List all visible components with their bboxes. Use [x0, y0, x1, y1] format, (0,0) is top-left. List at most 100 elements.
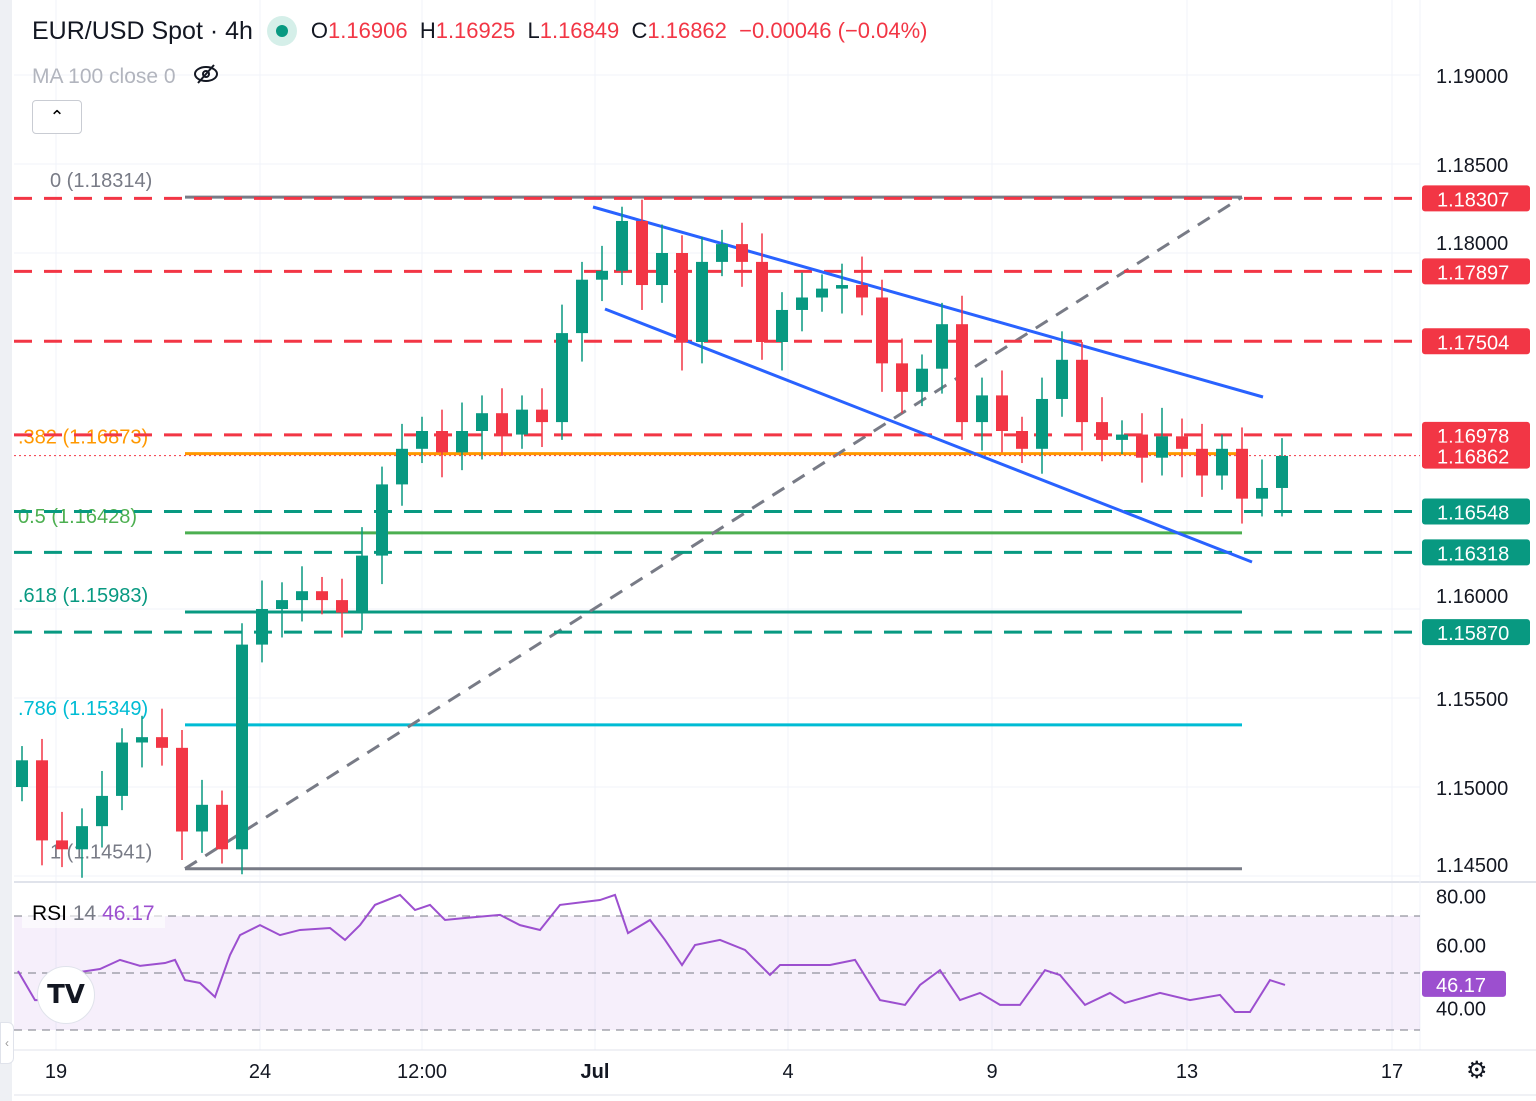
candle-up — [976, 395, 988, 423]
candle-up — [456, 431, 468, 453]
symbol-title[interactable]: EUR/USD Spot · 4h — [32, 16, 253, 45]
candle-up — [376, 484, 388, 556]
axes: 80.00 60.00 40.0046.17 1.19000 1.18500 1.1800… — [14, 66, 1536, 1096]
price-tag — [1422, 185, 1530, 212]
candle-up — [776, 309, 788, 342]
candle-down — [636, 220, 648, 286]
rsi-axis-tick: 40.00 — [1436, 999, 1486, 1021]
ohlc-values: O1.16906 H1.16925 L1.16849 C1.16862 −0.0… — [310, 18, 928, 43]
candle-up — [716, 244, 728, 262]
candle-up — [936, 324, 948, 369]
price-axis-tick: 1.15500 — [1436, 689, 1508, 711]
price-axis-tick: 1.18000 — [1436, 233, 1508, 255]
candle-down — [176, 747, 188, 832]
candle-down — [876, 297, 888, 364]
candle-down — [56, 840, 68, 850]
candle-up — [1116, 434, 1128, 440]
candle-up — [96, 795, 108, 827]
candle-down — [756, 261, 768, 342]
left-toolbar-edge — [0, 0, 12, 1101]
candle-up — [1256, 487, 1268, 499]
candle-down — [1176, 436, 1188, 449]
candle-down — [1016, 431, 1028, 449]
price-tag-label: 1.16862 — [1437, 447, 1509, 469]
candle-up — [256, 609, 268, 645]
channel-upper-line — [592, 205, 1264, 399]
candle-up — [416, 431, 428, 449]
candle-up — [396, 448, 408, 485]
time-axis-tick: Jul — [581, 1061, 610, 1083]
price-tag-label: 1.16318 — [1437, 543, 1509, 565]
eye-off-icon[interactable] — [192, 62, 220, 92]
time-axis-tick: 24 — [249, 1061, 271, 1083]
candle-up — [196, 804, 208, 832]
rsi-axis-tick: 60.00 — [1436, 936, 1486, 958]
candle-up — [576, 279, 588, 334]
candle-up — [696, 261, 708, 342]
candle-up — [796, 297, 808, 310]
rsi-value-tag — [1422, 970, 1506, 997]
fibonacci-retracement: 0 (1.18314) .382 (1.16873) 0.5 (1.16428) .6… — [18, 170, 1243, 871]
settings-gear-icon[interactable]: ⚙ — [1466, 1057, 1488, 1084]
candle-down — [336, 600, 348, 613]
fib-level-label: .786 (1.15349) — [18, 698, 148, 720]
time-axis-tick: 13 — [1176, 1061, 1198, 1083]
rsi-line — [17, 893, 1286, 1014]
candle-down — [156, 737, 168, 748]
rsi-axis-tick: 80.00 — [1436, 887, 1486, 909]
price-change: −0.00046 (−0.04%) — [739, 18, 928, 43]
rsi-value-tag-label: 46.17 — [1436, 975, 1486, 997]
price-tag-label: 1.16978 — [1437, 426, 1509, 448]
price-tag-label: 1.17897 — [1437, 262, 1509, 284]
candle-up — [136, 737, 148, 743]
price-tag-label: 1.15870 — [1437, 623, 1509, 645]
candles — [16, 199, 1288, 878]
candle-up — [836, 285, 848, 289]
rsi-pane — [14, 893, 1420, 1031]
candle-down — [676, 253, 688, 342]
price-tag — [1422, 421, 1530, 448]
candle-up — [1156, 436, 1168, 458]
rsi-legend[interactable]: RSI 14 46.17 — [22, 900, 165, 928]
time-axis-tick: 9 — [986, 1061, 997, 1083]
fib-level-label: 1 (1.14541) — [50, 842, 152, 864]
channel-lower-line — [604, 307, 1253, 564]
candle-down — [1136, 434, 1148, 458]
candle-up — [236, 644, 248, 850]
price-axis-tick: 1.14500 — [1436, 855, 1508, 877]
price-tag-label: 1.16548 — [1437, 502, 1509, 524]
candle-up — [656, 253, 668, 286]
candle-down — [736, 244, 748, 262]
fib-level-label: .618 (1.15983) — [18, 585, 148, 607]
expand-left-panel-button[interactable]: ‹ — [0, 1022, 14, 1064]
candle-down — [316, 591, 328, 601]
candle-down — [1236, 448, 1248, 499]
candle-up — [516, 409, 528, 435]
tradingview-logo-icon[interactable]: TV — [37, 966, 95, 1024]
price-tag — [1422, 539, 1530, 566]
candle-up — [556, 333, 568, 423]
price-axis-tick: 1.15000 — [1436, 778, 1508, 800]
ma-indicator-legend[interactable]: MA 100 close 0 — [32, 62, 220, 92]
candle-down — [1076, 359, 1088, 423]
ma-label: MA 100 close 0 — [32, 65, 176, 88]
candle-up — [16, 760, 28, 787]
candle-down — [436, 431, 448, 453]
time-axis-tick: 12:00 — [397, 1061, 447, 1083]
candle-up — [76, 826, 88, 850]
candle-down — [216, 804, 228, 850]
candle-up — [476, 413, 488, 431]
candle-up — [1276, 455, 1288, 488]
fib-level-label: 0 (1.18314) — [50, 170, 152, 192]
time-axis-tick: 19 — [45, 1061, 67, 1083]
time-axis-tick: 4 — [782, 1061, 793, 1083]
symbol-legend: EUR/USD Spot · 4h O1.16906 H1.16925 L1.1… — [32, 16, 928, 46]
candle-up — [276, 600, 288, 609]
collapse-legend-button[interactable]: ⌃ — [32, 100, 82, 134]
fib-level-label: 0.5 (1.16428) — [18, 506, 137, 528]
price-axis-tick: 1.16000 — [1436, 586, 1508, 608]
candle-down — [496, 413, 508, 435]
trend-drawings — [592, 205, 1264, 564]
fib-trend-line — [184, 195, 1243, 870]
